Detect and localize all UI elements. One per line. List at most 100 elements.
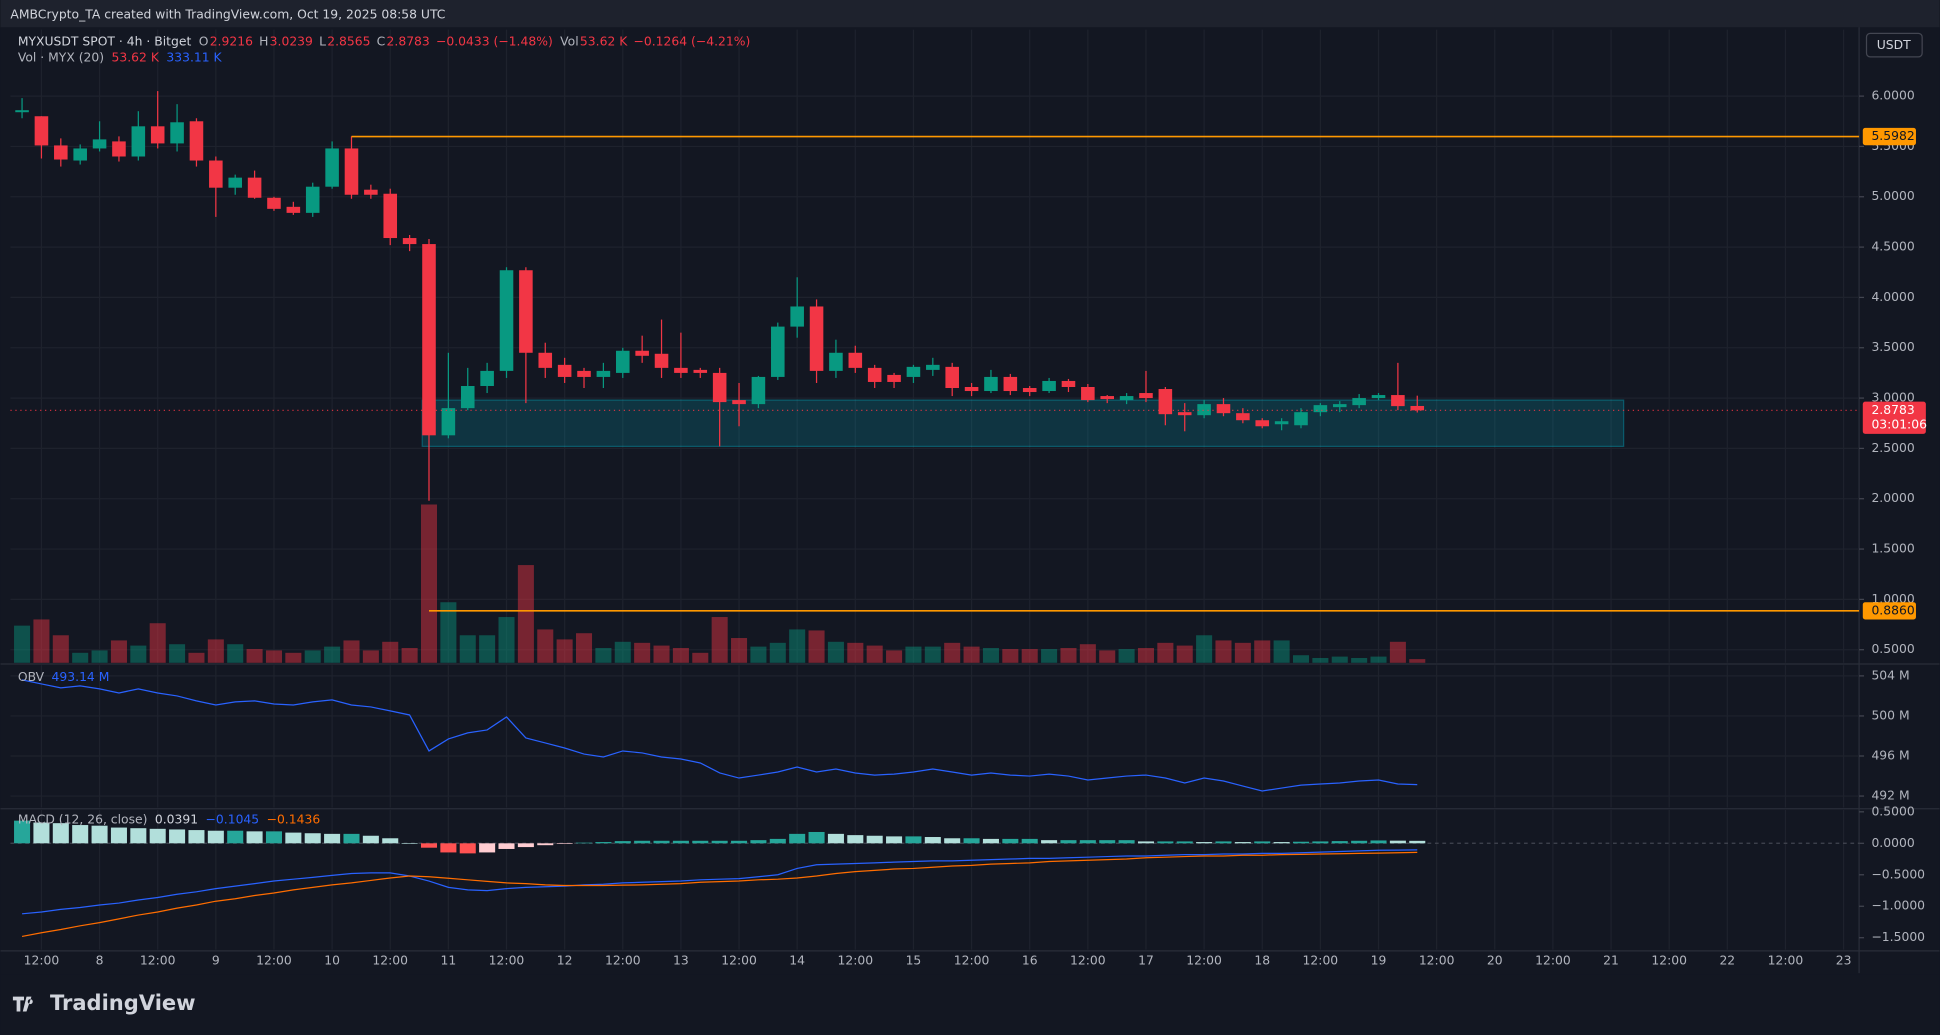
volume-bar (847, 642, 864, 663)
volume-bar (285, 652, 302, 663)
volume-bar (1157, 642, 1174, 663)
currency-button[interactable] (1865, 32, 1923, 58)
volume-bar (1060, 648, 1077, 663)
y-tick-label: 1.5000 (1871, 542, 1914, 556)
candle-body (325, 148, 339, 187)
volume-bar (130, 645, 147, 663)
candle-body (1158, 389, 1173, 415)
legend-text: 493.14 M (52, 670, 110, 684)
x-tick-label: 23 (1836, 953, 1852, 967)
candle-body (674, 367, 688, 373)
x-tick-label: 12:00 (1419, 953, 1455, 967)
y-tick-label: 4.5000 (1871, 240, 1914, 254)
histogram-bar (944, 838, 961, 844)
candle-body (73, 148, 87, 161)
legend-text: 2.8783 (387, 35, 430, 49)
histogram-bar (169, 829, 186, 844)
candle-body (1410, 405, 1425, 411)
histogram-bar (537, 843, 554, 846)
footer (0, 974, 1940, 1035)
volume-bar (537, 629, 554, 663)
candle-body (732, 400, 746, 405)
x-tick-label: 14 (789, 953, 805, 967)
currency-label[interactable]: USDT (1877, 38, 1911, 52)
candle-body (945, 366, 959, 389)
candle-body (92, 139, 107, 149)
histogram-bar (343, 833, 360, 844)
histogram-bar (52, 823, 69, 844)
candle-body (286, 206, 301, 213)
x-tick-label: 20 (1487, 953, 1503, 967)
candle-body (635, 350, 649, 356)
x-tick-label: 12:00 (721, 953, 757, 967)
candle-body (1003, 376, 1018, 392)
candle-body (1081, 387, 1095, 401)
candle-body (790, 306, 804, 327)
candle-body (189, 121, 204, 161)
x-tick-label: 12:00 (1651, 953, 1687, 967)
volume-bar (1292, 655, 1310, 663)
x-tick-label: 18 (1254, 953, 1270, 967)
volume-bar (91, 650, 108, 663)
volume-bar (33, 619, 50, 663)
volume-bar (188, 652, 205, 663)
legend-text: 3.0239 (270, 35, 313, 49)
logo-mark (12, 996, 33, 1012)
volume-bar (1409, 659, 1426, 663)
histogram-bar (711, 840, 728, 844)
volume-bar (1196, 635, 1213, 663)
x-tick-label: 12 (557, 953, 573, 967)
candle-body (926, 364, 940, 370)
volume-bar (886, 650, 903, 663)
x-tick-label: 13 (673, 953, 689, 967)
volume-bar (207, 639, 224, 663)
histogram-bar (324, 833, 341, 844)
histogram-bar (963, 838, 980, 844)
histogram-bar (982, 838, 999, 844)
candle-body (34, 116, 49, 146)
histogram-bar (1196, 842, 1213, 844)
histogram-bar (1060, 840, 1077, 844)
candle-body (228, 177, 242, 188)
x-tick-label: 12:00 (489, 953, 525, 967)
candle-body (460, 385, 475, 409)
histogram-bar (188, 830, 205, 844)
volume-bar (14, 625, 31, 663)
volume-bar (440, 602, 457, 663)
y-tick-label: 3.0000 (1871, 391, 1914, 405)
level-tag-label: 5.5982 (1871, 129, 1914, 143)
x-tick-label: 21 (1603, 953, 1619, 967)
level-tag-label: 0.8860 (1871, 603, 1914, 617)
legend-text: −0.1045 (206, 812, 260, 826)
countdown-label: 03:01:06 (1871, 418, 1927, 432)
histogram-bar (750, 840, 767, 844)
legend-text: OBV (18, 670, 45, 684)
volume-bar (1002, 649, 1019, 663)
candle-body (848, 352, 863, 368)
histogram-bar (595, 842, 612, 844)
y-tick-label: 4.0000 (1871, 290, 1914, 304)
candle-body (131, 126, 146, 157)
y-tick-label: 3.5000 (1871, 340, 1914, 354)
last-price-label: 2.8783 (1871, 403, 1914, 417)
candle-body (538, 352, 553, 368)
volume-bar (1021, 649, 1038, 663)
volume-bar (479, 635, 496, 663)
histogram-bar (1157, 841, 1174, 844)
x-tick-label: 12:00 (837, 953, 873, 967)
volume-bar (614, 641, 631, 663)
legend-text: MACD (12, 26, close) (18, 812, 148, 826)
candle-body (751, 376, 766, 405)
legend-text: −0.1264 (−4.21%) (634, 35, 751, 49)
candle-body (984, 376, 998, 392)
x-tick-label: 12:00 (256, 953, 292, 967)
volume-bar (634, 642, 651, 663)
candle-body (519, 270, 533, 353)
candle-body (1119, 396, 1134, 401)
volume-bar (769, 642, 786, 663)
x-tick-label: 10 (324, 953, 340, 967)
candle-body (596, 370, 611, 377)
candle-body (1100, 396, 1115, 400)
volume-bar (653, 645, 670, 663)
legend-text: Vol (560, 35, 579, 49)
